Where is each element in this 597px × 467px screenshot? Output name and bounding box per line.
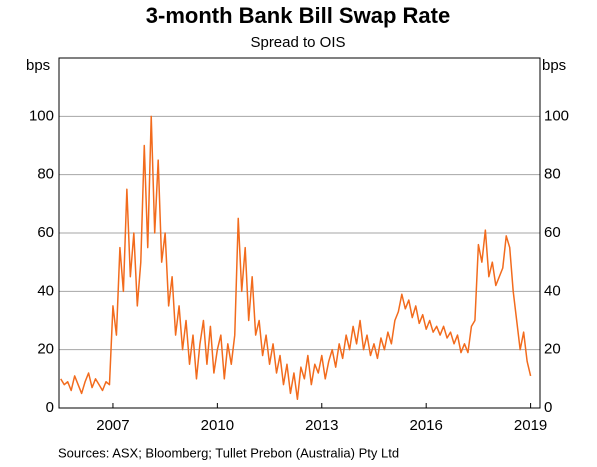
data-line — [60, 115, 532, 400]
y2-axis-label: bps — [542, 57, 566, 74]
chart-title: 3-month Bank Bill Swap Rate — [146, 3, 450, 28]
x-tick-label: 2016 — [410, 417, 443, 434]
source-note: Sources: ASX; Bloomberg; Tullet Prebon (… — [58, 445, 399, 460]
y2-tick-label: 40 — [544, 282, 561, 299]
x-tick-label: 2007 — [96, 417, 129, 434]
y-tick-label: 20 — [37, 341, 54, 358]
y-tick-label: 60 — [37, 224, 54, 241]
y-tick-label: 100 — [29, 107, 54, 124]
y2-tick-label: 80 — [544, 166, 561, 183]
plot-frame — [58, 57, 541, 409]
y2-tick-label: 20 — [544, 341, 561, 358]
chart-subtitle: Spread to OIS — [250, 34, 345, 51]
y-tick-label: 80 — [37, 166, 54, 183]
y2-tick-label: 100 — [544, 107, 569, 124]
y2-tick-label: 60 — [544, 224, 561, 241]
y-tick-label: 40 — [37, 282, 54, 299]
y-tick-label: 0 — [46, 399, 54, 416]
x-tick-label: 2010 — [201, 417, 234, 434]
y2-tick-label: 0 — [544, 399, 552, 416]
x-tick-label: 2019 — [514, 417, 547, 434]
y-axis-label: bps — [26, 57, 50, 74]
x-tick-label: 2013 — [305, 417, 338, 434]
